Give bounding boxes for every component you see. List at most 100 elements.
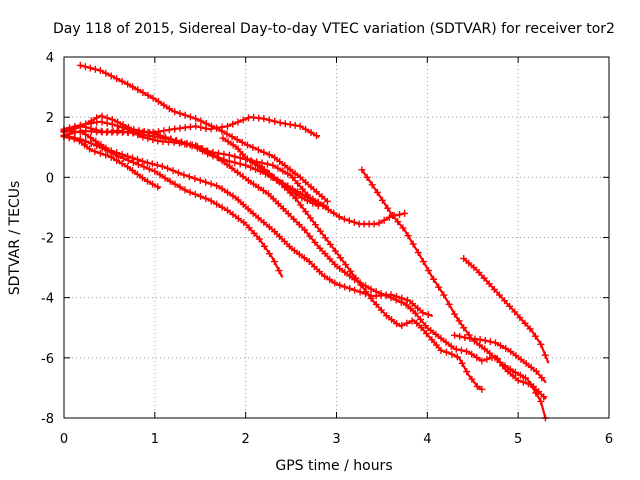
data-point bbox=[485, 280, 493, 288]
data-point bbox=[408, 317, 416, 325]
data-point bbox=[145, 165, 153, 173]
data-point bbox=[417, 315, 425, 323]
y-axis-label: SDTVAR / TECUs bbox=[7, 181, 23, 296]
data-point bbox=[326, 255, 334, 263]
data-point bbox=[490, 285, 498, 293]
data-point bbox=[197, 123, 205, 131]
data-point bbox=[192, 115, 200, 123]
data-point bbox=[213, 153, 221, 161]
data-point bbox=[196, 176, 204, 184]
data-point bbox=[347, 267, 355, 275]
data-point bbox=[139, 89, 147, 97]
data-point bbox=[367, 294, 375, 302]
data-point bbox=[352, 274, 360, 282]
data-point bbox=[302, 208, 310, 216]
data-point bbox=[166, 177, 174, 185]
data-point bbox=[501, 297, 509, 305]
y-tick-label: 4 bbox=[46, 51, 54, 66]
data-point bbox=[336, 281, 344, 289]
data-point bbox=[208, 150, 216, 158]
data-point bbox=[133, 156, 141, 164]
data-point bbox=[437, 334, 445, 342]
data-point bbox=[501, 362, 509, 370]
data-point bbox=[165, 105, 173, 113]
data-point bbox=[234, 215, 242, 223]
data-point bbox=[422, 329, 430, 337]
data-point bbox=[103, 119, 111, 127]
data-point bbox=[276, 158, 284, 166]
data-point bbox=[456, 332, 464, 340]
data-point bbox=[310, 263, 318, 271]
data-point bbox=[108, 120, 116, 128]
data-point bbox=[224, 188, 231, 196]
data-point bbox=[440, 291, 448, 299]
data-point bbox=[247, 163, 255, 171]
data-point bbox=[299, 191, 307, 199]
data-point bbox=[331, 279, 339, 287]
data-point bbox=[435, 283, 443, 291]
x-tick-label: 6 bbox=[605, 432, 613, 447]
data-point bbox=[245, 224, 253, 232]
data-point bbox=[153, 161, 161, 169]
data-point bbox=[151, 167, 159, 175]
data-point bbox=[234, 145, 242, 153]
data-point bbox=[296, 122, 304, 130]
data-point bbox=[357, 281, 365, 289]
data-point bbox=[511, 368, 519, 376]
data-point bbox=[118, 124, 126, 132]
data-point bbox=[259, 187, 267, 195]
data-point bbox=[107, 147, 115, 155]
data-point bbox=[281, 184, 289, 192]
data-point bbox=[306, 232, 314, 240]
data-point bbox=[301, 226, 309, 234]
data-point bbox=[118, 160, 126, 168]
data-point bbox=[129, 158, 137, 166]
data-point bbox=[323, 197, 331, 205]
series-s12 bbox=[451, 331, 547, 383]
data-point bbox=[218, 123, 226, 131]
series-s9 bbox=[219, 134, 409, 228]
data-point bbox=[295, 221, 303, 229]
y-tick-label: 0 bbox=[46, 171, 54, 186]
data-point bbox=[250, 180, 258, 188]
data-point bbox=[294, 188, 302, 196]
data-point bbox=[389, 212, 397, 220]
data-point bbox=[292, 194, 300, 202]
data-point bbox=[176, 183, 184, 191]
data-point bbox=[254, 183, 262, 191]
data-point bbox=[362, 288, 370, 296]
data-point bbox=[537, 397, 545, 405]
data-point bbox=[171, 108, 179, 116]
data-point bbox=[506, 365, 514, 373]
data-point bbox=[404, 232, 412, 240]
data-point bbox=[252, 165, 260, 173]
data-point bbox=[378, 196, 386, 204]
data-point bbox=[149, 180, 157, 188]
data-point bbox=[91, 147, 99, 155]
data-point bbox=[269, 195, 277, 203]
data-point bbox=[236, 154, 244, 162]
data-point bbox=[451, 310, 459, 318]
data-point bbox=[229, 210, 237, 218]
data-point bbox=[451, 331, 459, 339]
data-point bbox=[465, 259, 473, 267]
data-point bbox=[124, 163, 132, 171]
data-point bbox=[171, 180, 179, 188]
data-point bbox=[223, 161, 231, 169]
data-point bbox=[289, 185, 297, 193]
data-point bbox=[311, 238, 319, 246]
data-point bbox=[527, 363, 535, 371]
data-point bbox=[296, 173, 304, 181]
data-point bbox=[468, 350, 476, 358]
data-point bbox=[239, 150, 247, 158]
data-point bbox=[86, 145, 94, 153]
data-point bbox=[411, 309, 419, 317]
data-point bbox=[509, 372, 517, 380]
data-point bbox=[387, 294, 395, 302]
data-point bbox=[502, 344, 510, 352]
data-point bbox=[331, 260, 339, 268]
data-point bbox=[113, 156, 121, 164]
data-point bbox=[478, 357, 486, 365]
data-point bbox=[107, 72, 115, 80]
